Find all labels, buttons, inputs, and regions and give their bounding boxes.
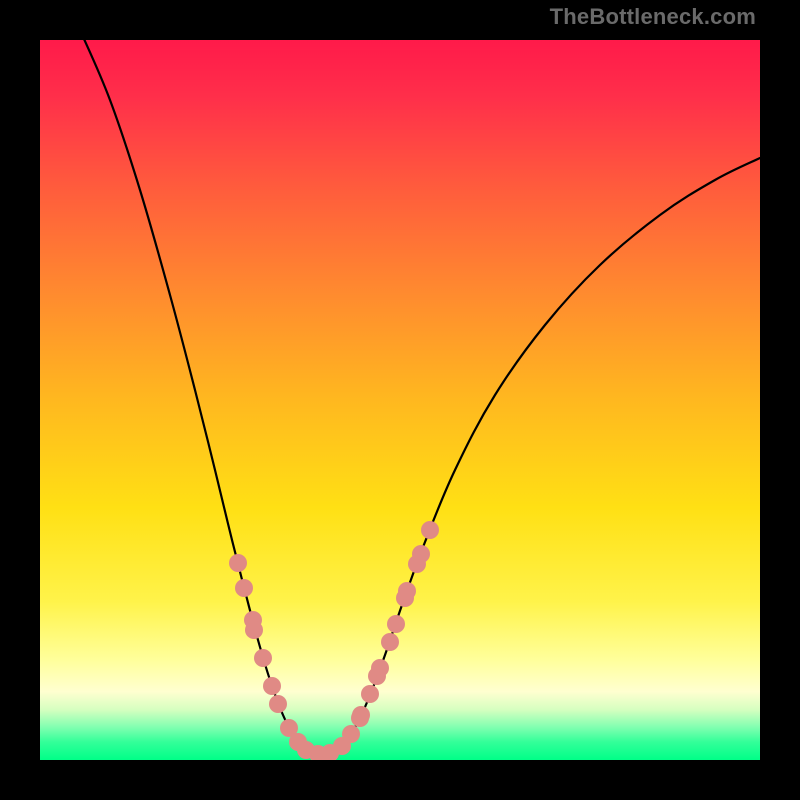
curve-marker — [245, 621, 263, 639]
plot-area — [40, 40, 760, 760]
curve-marker — [381, 633, 399, 651]
curve-marker — [412, 545, 430, 563]
curve-marker — [235, 579, 253, 597]
curve-marker — [361, 685, 379, 703]
watermark-text: TheBottleneck.com — [550, 4, 756, 30]
curve-marker — [342, 725, 360, 743]
curve-marker — [398, 582, 416, 600]
curve-marker — [269, 695, 287, 713]
curve-marker — [229, 554, 247, 572]
curve-marker — [263, 677, 281, 695]
bottleneck-curve — [40, 40, 760, 760]
chart-frame: TheBottleneck.com — [0, 0, 800, 800]
curve-marker — [371, 659, 389, 677]
curve-marker — [387, 615, 405, 633]
curve-marker — [254, 649, 272, 667]
curve-marker — [352, 706, 370, 724]
curve-marker — [421, 521, 439, 539]
